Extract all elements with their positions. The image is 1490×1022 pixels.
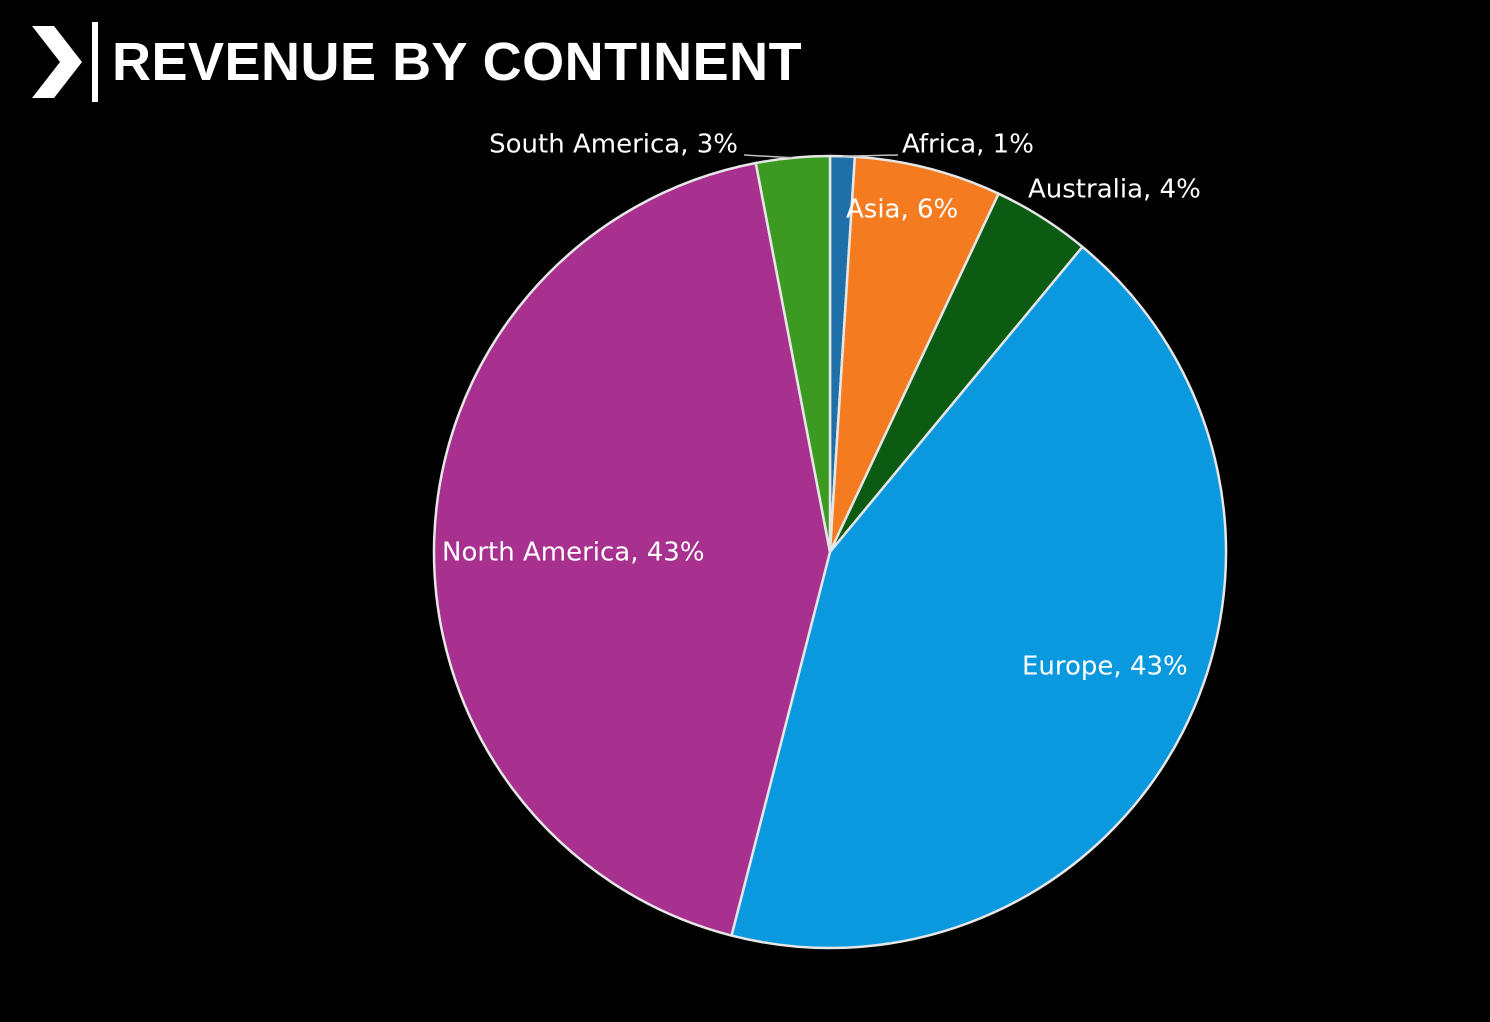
pie-slice-asia bbox=[828, 155, 1000, 554]
leader-line-africa bbox=[842, 154, 899, 157]
data-label-asia: Asia, 6% bbox=[846, 195, 958, 225]
pie-slice-europe bbox=[730, 245, 1228, 950]
data-label-north-america: North America, 43% bbox=[442, 538, 705, 568]
pie-slices bbox=[432, 154, 1228, 950]
leader-line-south-america bbox=[743, 154, 793, 159]
pie-slice-north-america bbox=[432, 161, 832, 937]
data-label-africa: Africa, 1% bbox=[902, 130, 1034, 160]
chevron-right-icon bbox=[32, 26, 82, 98]
pie-slice-south-america bbox=[754, 154, 832, 554]
data-label-australia: Australia, 4% bbox=[1028, 175, 1201, 205]
data-label-europe: Europe, 43% bbox=[1022, 652, 1188, 682]
pie-labels: Africa, 1% Asia, 6% Australia, 4% Europe, 4… bbox=[442, 130, 1201, 682]
header: REVENUE BY CONTINENT bbox=[28, 20, 802, 104]
page-title: REVENUE BY CONTINENT bbox=[112, 32, 803, 92]
data-label-south-america: South America, 3% bbox=[489, 130, 738, 160]
title-divider bbox=[92, 22, 98, 102]
